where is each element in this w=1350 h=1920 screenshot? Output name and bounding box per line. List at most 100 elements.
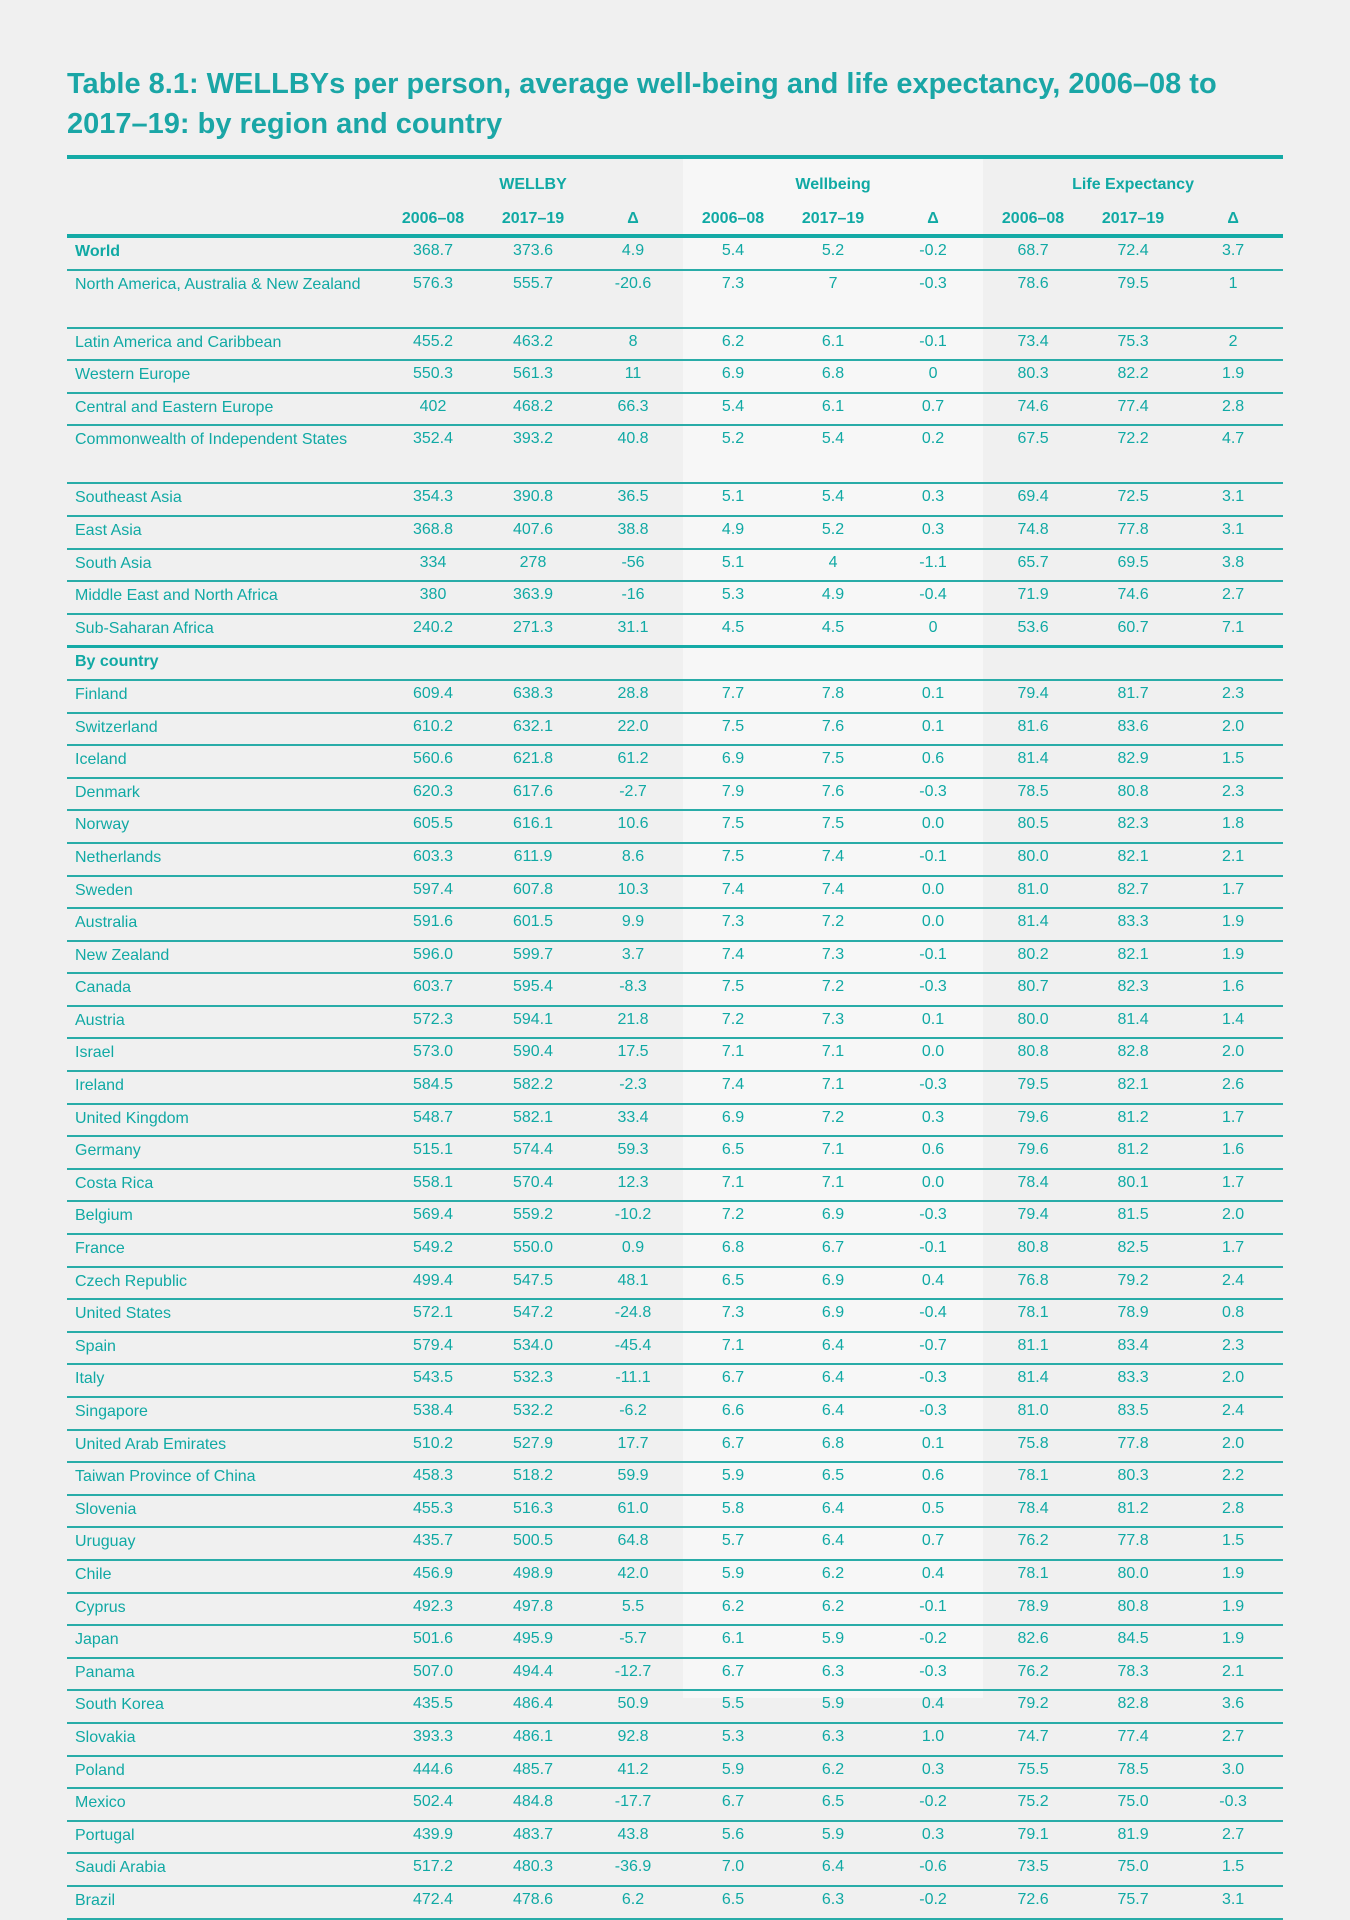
- value-cell: 468.2: [483, 392, 583, 427]
- value-cell: 75.5: [983, 1755, 1084, 1790]
- value-cell: 455.3: [383, 1494, 483, 1529]
- value-cell: 84.5: [1083, 1625, 1184, 1659]
- value-cell: 621.8: [483, 745, 583, 779]
- value-cell: 478.6: [483, 1885, 583, 1920]
- value-cell: 334: [383, 548, 483, 583]
- country-row: Norway 605.5 616.1 10.6 7.5 7.5 0.0 80.5 82.3 1.8: [67, 810, 1284, 844]
- value-cell: 611.9: [483, 842, 583, 877]
- row-label: Saudi Arabia: [67, 1853, 383, 1887]
- value-cell: 5.5: [683, 1690, 784, 1724]
- value-cell: -0.2: [883, 1625, 984, 1659]
- value-cell: 1.5: [1183, 745, 1284, 779]
- value-cell: -0.1: [883, 1592, 984, 1627]
- value-cell: 78.1: [983, 1299, 1084, 1333]
- value-cell: 547.5: [483, 1266, 583, 1301]
- value-cell: 6.6: [683, 1397, 784, 1431]
- value-cell: 17.7: [583, 1429, 684, 1464]
- value-cell: -0.1: [883, 842, 984, 877]
- value-cell: 6.2: [683, 327, 784, 362]
- value-cell: 6.9: [683, 1103, 784, 1138]
- country-row: Mexico 502.4 484.8 -17.7 6.7 6.5 -0.2 75.2 75.0-…: [67, 1788, 1284, 1822]
- value-cell: 74.6: [983, 392, 1084, 427]
- value-cell: 33.4: [583, 1103, 684, 1138]
- value-cell: 6.1: [683, 1625, 784, 1659]
- country-row: Costa Rica 558.1 570.4 12.3 7.1 7.1 0.0 78.4 80.…: [67, 1168, 1284, 1203]
- value-cell: 1.7: [1183, 1168, 1284, 1203]
- value-cell: 82.6: [983, 1625, 1084, 1659]
- value-cell: 6.4: [783, 1397, 884, 1431]
- country-row: Switzerland 610.2 632.1 22.0 7.5 7.6 0.1 81.6 83…: [67, 712, 1284, 747]
- region-row: Western Europe 550.3 561.3 11 6.9 6.8 0 80.3 82.…: [67, 360, 1284, 394]
- value-cell: 7.1: [783, 1136, 884, 1170]
- value-cell: 4.9: [683, 515, 784, 550]
- row-label: Cyprus: [67, 1592, 383, 1627]
- row-label: Iceland: [67, 745, 383, 779]
- value-cell: 81.0: [983, 1397, 1084, 1431]
- row-label: Poland: [67, 1755, 383, 1790]
- value-cell: 435.5: [383, 1690, 483, 1724]
- value-cell: 83.3: [1083, 908, 1184, 942]
- value-cell: 597.4: [383, 875, 483, 910]
- row-label: Sub-Saharan Africa: [67, 613, 383, 649]
- subheader-row: 2006–08 2017–19 Δ 2006–08 2017–19 Δ 2006–08 201…: [67, 204, 1284, 238]
- value-cell: 77.4: [1083, 1722, 1184, 1757]
- value-cell: 620.3: [383, 777, 483, 812]
- value-cell: 4.5: [683, 613, 784, 649]
- value-cell: -0.3: [883, 1657, 984, 1692]
- value-cell: 5.9: [783, 1690, 884, 1724]
- value-cell: 0.3: [883, 1755, 984, 1790]
- value-cell: 7.1: [1183, 613, 1284, 649]
- value-cell: 576.3: [383, 269, 483, 329]
- value-cell: 77.8: [1083, 515, 1184, 550]
- country-row: Austria 572.3 594.1 21.8 7.2 7.3 0.1 80.0 81.4 1.…: [67, 1005, 1284, 1040]
- value-cell: 572.1: [383, 1299, 483, 1333]
- value-cell: 2.1: [1183, 1657, 1284, 1692]
- value-cell: -56: [583, 548, 684, 583]
- value-cell: 573.0: [383, 1038, 483, 1073]
- value-cell: 71.9: [983, 581, 1084, 615]
- value-cell: -24.8: [583, 1299, 684, 1333]
- value-cell: 7.3: [783, 1005, 884, 1040]
- value-cell: 82.8: [1083, 1690, 1184, 1724]
- value-cell: 550.3: [383, 360, 483, 394]
- column-header: Δ: [1183, 204, 1284, 238]
- column-header: 2006–08: [983, 204, 1084, 238]
- value-cell: 67.5: [983, 425, 1084, 485]
- value-cell: -0.3: [1183, 1788, 1284, 1822]
- group-header-wellby: WELLBY: [383, 155, 684, 204]
- value-cell: 79.4: [983, 1201, 1084, 1236]
- group-header-wellbeing: Wellbeing: [683, 155, 984, 204]
- value-cell: 527.9: [483, 1429, 583, 1464]
- value-cell: 7.2: [783, 1103, 884, 1138]
- value-cell: 69.5: [1083, 548, 1184, 583]
- value-cell: 0.0: [883, 875, 984, 910]
- country-row: Japan 501.6 495.9 -5.7 6.1 5.9 -0.2 82.6 84.5 1.9: [67, 1625, 1284, 1659]
- value-cell: 80.7: [983, 973, 1084, 1007]
- value-cell: 494.4: [483, 1657, 583, 1692]
- value-cell: 402: [383, 392, 483, 427]
- region-row: Southeast Asia 354.3 390.8 36.5 5.1 5.4 0.3 69.…: [67, 483, 1284, 517]
- value-cell: 81.2: [1083, 1103, 1184, 1138]
- value-cell: 510.2: [383, 1429, 483, 1464]
- value-cell: 8: [583, 327, 684, 362]
- empty-cell: [783, 646, 884, 681]
- value-cell: 6.9: [683, 745, 784, 779]
- value-cell: 79.4: [983, 679, 1084, 714]
- value-cell: -36.9: [583, 1853, 684, 1887]
- value-cell: 76.8: [983, 1266, 1084, 1301]
- value-cell: -2.7: [583, 777, 684, 812]
- row-label: Norway: [67, 810, 383, 844]
- value-cell: 561.3: [483, 360, 583, 394]
- country-row: Australia 591.6 601.5 9.9 7.3 7.2 0.0 81.4 83.3 1…: [67, 908, 1284, 942]
- value-cell: 82.1: [1083, 1071, 1184, 1105]
- region-row: Middle East and North Africa 380 363.9 -16 5…: [67, 581, 1284, 615]
- value-cell: 610.2: [383, 712, 483, 747]
- value-cell: 78.9: [1083, 1299, 1184, 1333]
- value-cell: 5.1: [683, 548, 784, 583]
- value-cell: 77.4: [1083, 392, 1184, 427]
- value-cell: 81.2: [1083, 1136, 1184, 1170]
- column-header: 2017–19: [483, 204, 583, 238]
- value-cell: 6.7: [683, 1788, 784, 1822]
- value-cell: 1.4: [1183, 1005, 1284, 1040]
- value-cell: 7.4: [783, 842, 884, 877]
